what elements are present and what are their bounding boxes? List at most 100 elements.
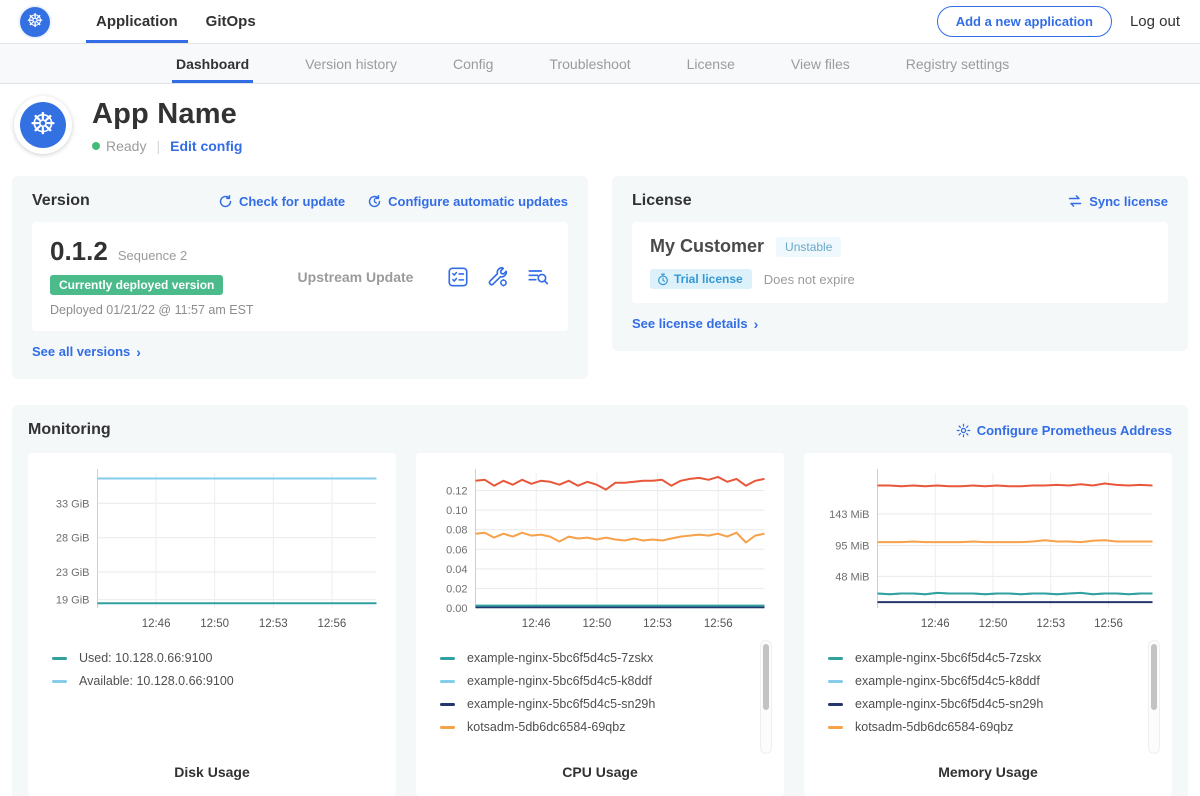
svg-text:0.04: 0.04 <box>446 564 467 576</box>
topnav-item-application[interactable]: Application <box>82 0 192 43</box>
configure-prometheus-link[interactable]: Configure Prometheus Address <box>956 423 1172 438</box>
memory-usage-legend: example-nginx-5bc6f5d4c5-7zskx example-ng… <box>814 638 1162 756</box>
status-badge: Ready <box>106 138 146 154</box>
series-line <box>476 533 765 543</box>
legend-swatch-icon <box>52 680 67 683</box>
version-source-label: Upstream Update <box>265 269 446 285</box>
page-title: App Name <box>92 98 242 131</box>
svg-text:143 MiB: 143 MiB <box>829 509 869 521</box>
svg-text:33 GiB: 33 GiB <box>56 498 90 510</box>
logout-button[interactable]: Log out <box>1130 13 1180 30</box>
legend-label: example-nginx-5bc6f5d4c5-7zskx <box>855 651 1041 665</box>
svg-text:28 GiB: 28 GiB <box>56 533 90 545</box>
legend-swatch-icon <box>52 657 67 660</box>
see-license-details-label: See license details <box>632 316 748 331</box>
legend-scrollbar[interactable] <box>760 640 772 754</box>
version-card-header: Version Check for update <box>32 192 568 210</box>
svg-text:23 GiB: 23 GiB <box>56 567 90 579</box>
app-meta: Ready | Edit config <box>92 138 242 154</box>
tab-troubleshoot[interactable]: Troubleshoot <box>549 44 630 83</box>
see-license-details-link[interactable]: See license details › <box>632 316 758 332</box>
legend-scrollbar-thumb[interactable] <box>763 644 769 710</box>
legend-scrollbar[interactable] <box>1148 640 1160 754</box>
sync-license-label: Sync license <box>1089 194 1168 209</box>
app-tabs-nav: Dashboard Version history Config Troublesho… <box>0 44 1200 84</box>
current-version-panel: 0.1.2 Sequence 2 Currently deployed vers… <box>32 222 568 331</box>
trial-license-label: Trial license <box>674 272 743 286</box>
deployed-timestamp: Deployed 01/21/22 @ 11:57 am EST <box>50 303 265 317</box>
legend-swatch-icon <box>828 680 843 683</box>
version-sequence: Sequence 2 <box>118 248 187 263</box>
version-action-icons <box>446 265 550 289</box>
chevron-right-icon: › <box>754 316 759 332</box>
see-all-versions-link[interactable]: See all versions › <box>32 344 141 360</box>
disk-usage-legend: Used: 10.128.0.66:9100 Available: 10.128.… <box>38 638 386 756</box>
svg-text:12:46: 12:46 <box>142 618 171 630</box>
legend-item: Available: 10.128.0.66:9100 <box>52 674 386 688</box>
svg-text:12:50: 12:50 <box>979 618 1008 630</box>
legend-scrollbar-thumb[interactable] <box>1151 644 1157 710</box>
brand: ☸ <box>20 0 50 43</box>
svg-text:0.00: 0.00 <box>446 603 467 615</box>
view-logs-icon[interactable] <box>526 265 550 289</box>
svg-text:12:46: 12:46 <box>522 618 551 630</box>
chevron-right-icon: › <box>136 344 141 360</box>
license-card-footer: See license details › <box>632 315 1168 333</box>
trial-license-badge: Trial license <box>650 269 752 289</box>
edit-config-link[interactable]: Edit config <box>170 138 242 154</box>
svg-text:12:46: 12:46 <box>921 618 950 630</box>
check-for-update-link[interactable]: Check for update <box>218 194 345 209</box>
topnav-right: Add a new application Log out <box>937 0 1180 43</box>
see-all-versions-label: See all versions <box>32 344 130 359</box>
license-card: License Sync license My Customer Unstabl… <box>612 176 1188 351</box>
version-card-title: Version <box>32 192 90 210</box>
configure-automatic-updates-link[interactable]: Configure automatic updates <box>367 194 568 209</box>
legend-label: example-nginx-5bc6f5d4c5-7zskx <box>467 651 653 665</box>
divider: | <box>156 138 160 154</box>
tab-license[interactable]: License <box>687 44 735 83</box>
topnav-item-gitops[interactable]: GitOps <box>192 0 270 43</box>
topnav-items: ApplicationGitOps <box>82 0 270 43</box>
svg-text:95 MiB: 95 MiB <box>835 540 869 552</box>
sync-license-link[interactable]: Sync license <box>1067 194 1168 209</box>
legend-swatch-icon <box>440 726 455 729</box>
legend-label: Used: 10.128.0.66:9100 <box>79 651 212 665</box>
tab-dashboard[interactable]: Dashboard <box>176 44 249 83</box>
tab-config[interactable]: Config <box>453 44 493 83</box>
clock-refresh-icon <box>367 194 382 209</box>
app-header-text: App Name Ready | Edit config <box>92 96 242 154</box>
legend-item: example-nginx-5bc6f5d4c5-sn29h <box>828 697 1162 711</box>
cpu-usage-chart-card: 0.000.020.040.060.080.100.1212:4612:5012… <box>416 453 784 796</box>
legend-swatch-icon <box>440 680 455 683</box>
status-dot-icon <box>92 142 100 150</box>
license-card-title: License <box>632 192 692 210</box>
svg-text:0.06: 0.06 <box>446 544 467 556</box>
cpu-usage-plot: 0.000.020.040.060.080.100.1212:4612:5012… <box>426 463 774 638</box>
sync-arrows-icon <box>1067 194 1083 208</box>
series-line <box>476 477 765 490</box>
tab-view-files[interactable]: View files <box>791 44 850 83</box>
config-wrench-icon[interactable] <box>486 265 510 289</box>
monitoring-header: Monitoring Configure Prometheus Address <box>28 421 1172 439</box>
svg-text:12:50: 12:50 <box>582 618 611 630</box>
app-header: ☸ App Name Ready | Edit config <box>0 84 1200 168</box>
license-panel: My Customer Unstable Trial license Does … <box>632 222 1168 303</box>
svg-text:48 MiB: 48 MiB <box>835 571 869 583</box>
preflight-checks-icon[interactable] <box>446 265 470 289</box>
legend-item: example-nginx-5bc6f5d4c5-k8ddf <box>828 674 1162 688</box>
legend-label: example-nginx-5bc6f5d4c5-sn29h <box>855 697 1043 711</box>
series-line <box>878 540 1153 542</box>
gear-icon <box>956 423 971 438</box>
kubernetes-app-icon: ☸ <box>20 102 66 148</box>
charts-row: 19 GiB23 GiB28 GiB33 GiB12:4612:5012:531… <box>28 453 1172 796</box>
add-new-application-button[interactable]: Add a new application <box>937 6 1112 37</box>
memory-usage-plot: 48 MiB95 MiB143 MiB12:4612:5012:5312:56 <box>814 463 1162 638</box>
tab-registry-settings[interactable]: Registry settings <box>906 44 1009 83</box>
cards-row: Version Check for update <box>12 176 1188 379</box>
legend-label: example-nginx-5bc6f5d4c5-k8ddf <box>855 674 1040 688</box>
svg-text:19 GiB: 19 GiB <box>56 595 90 607</box>
tab-version-history[interactable]: Version history <box>305 44 397 83</box>
legend-label: example-nginx-5bc6f5d4c5-k8ddf <box>467 674 652 688</box>
license-card-header: License Sync license <box>632 192 1168 210</box>
cpu-usage-legend: example-nginx-5bc6f5d4c5-7zskx example-ng… <box>426 638 774 756</box>
